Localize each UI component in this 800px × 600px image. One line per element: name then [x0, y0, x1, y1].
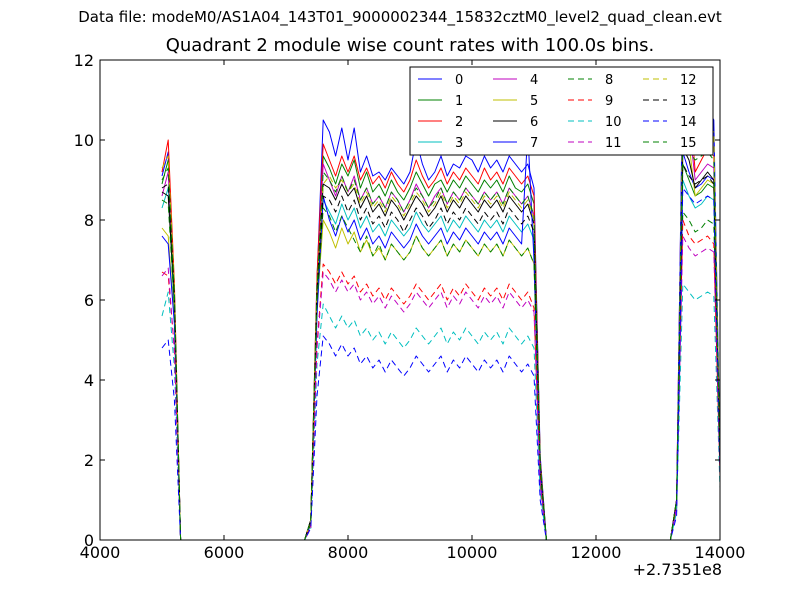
series-layer — [161, 71, 720, 540]
legend-label-8: 8 — [605, 73, 613, 88]
legend-label-5: 5 — [530, 94, 538, 109]
x-axis-offset-label: +2.7351e8 — [632, 560, 722, 579]
series-line-11 — [161, 235, 720, 540]
legend-label-12: 12 — [680, 73, 697, 88]
y-tick-label: 12 — [74, 51, 94, 70]
x-tick-label: 10000 — [447, 543, 498, 562]
series-line-9 — [161, 219, 720, 540]
y-tick-label: 8 — [84, 211, 94, 230]
legend-label-4: 4 — [530, 73, 538, 88]
x-tick-label: 4000 — [80, 543, 121, 562]
series-line-4 — [161, 115, 720, 540]
series-group — [161, 71, 720, 540]
legend-label-7: 7 — [530, 136, 538, 151]
legend-label-9: 9 — [605, 94, 613, 109]
series-line-12 — [161, 107, 720, 540]
series-line-0 — [161, 119, 720, 540]
figure-suptitle: Data file: modeM0/AS1A04_143T01_90000023… — [78, 8, 722, 26]
series-line-15 — [161, 139, 720, 540]
y-tick-label: 10 — [74, 131, 94, 150]
legend-label-14: 14 — [680, 115, 697, 130]
series-line-2 — [161, 83, 720, 540]
series-line-8 — [161, 199, 720, 540]
y-tick-label: 0 — [84, 531, 94, 550]
series-line-5 — [161, 131, 720, 540]
series-line-10 — [161, 283, 720, 540]
x-tick-label: 14000 — [695, 543, 746, 562]
series-line-13 — [161, 163, 720, 540]
series-line-14 — [161, 187, 720, 540]
legend-label-10: 10 — [605, 115, 622, 130]
x-tick-label: 8000 — [328, 543, 369, 562]
legend-label-1: 1 — [455, 94, 463, 109]
y-tick-label: 6 — [84, 291, 94, 310]
legend-label-11: 11 — [605, 136, 622, 151]
series-line-1 — [161, 155, 720, 540]
legend-box — [409, 66, 714, 156]
legend-label-0: 0 — [455, 73, 463, 88]
legend-label-13: 13 — [680, 94, 697, 109]
legend-label-6: 6 — [530, 115, 538, 130]
y-tick-label: 4 — [84, 371, 94, 390]
x-tick-label: 6000 — [204, 543, 245, 562]
legend-label-15: 15 — [680, 136, 697, 151]
x-tick-label: 12000 — [571, 543, 622, 562]
series-line-7 — [161, 71, 720, 540]
series-line-3 — [161, 179, 720, 540]
legend-label-3: 3 — [455, 136, 463, 151]
series-line-6 — [161, 147, 720, 540]
y-tick-label: 2 — [84, 451, 94, 470]
legend-label-2: 2 — [455, 115, 463, 130]
chart-title: Quadrant 2 module wise count rates with … — [165, 35, 655, 56]
